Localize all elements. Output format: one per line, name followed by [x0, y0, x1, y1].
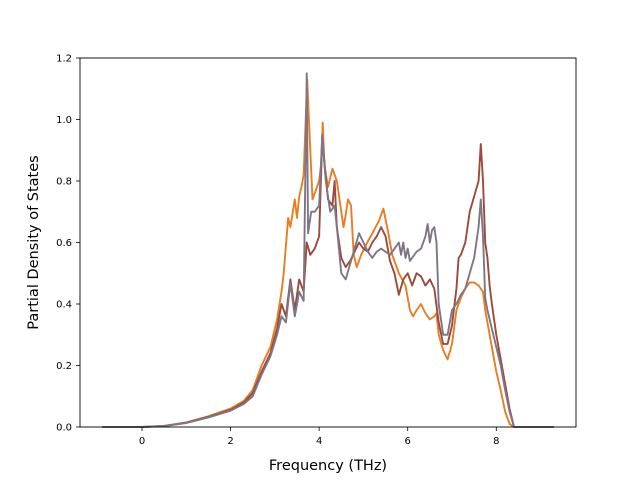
y-tick-label: 1.0 — [56, 115, 72, 126]
x-tick-label: 4 — [316, 436, 322, 447]
y-tick-label: 0.0 — [56, 423, 72, 434]
x-axis-title: Frequency (THz) — [269, 458, 387, 474]
y-tick-label: 0.8 — [56, 177, 72, 188]
x-tick-label: 0 — [139, 436, 145, 447]
series-line-3 — [102, 72, 554, 428]
x-tick-label: 2 — [227, 436, 233, 447]
x-tick-label: 8 — [493, 436, 499, 447]
y-axis-title: Partial Density of States — [26, 155, 42, 329]
series-layer — [102, 72, 554, 428]
series-line-1 — [102, 78, 554, 428]
y-tick-label: 0.6 — [56, 238, 72, 249]
y-tick-label: 0.2 — [56, 361, 72, 372]
tick-layer: 0 2 4 6 8 0.0 0.2 0.4 0.6 0.8 1.0 1.2 — [56, 54, 499, 448]
y-tick-label: 0.4 — [56, 300, 72, 311]
x-tick-label: 6 — [405, 436, 411, 447]
y-tick-label: 1.2 — [56, 54, 72, 65]
